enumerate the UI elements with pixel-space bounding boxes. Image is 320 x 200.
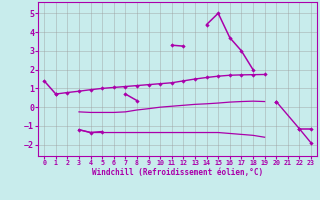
X-axis label: Windchill (Refroidissement éolien,°C): Windchill (Refroidissement éolien,°C): [92, 168, 263, 177]
